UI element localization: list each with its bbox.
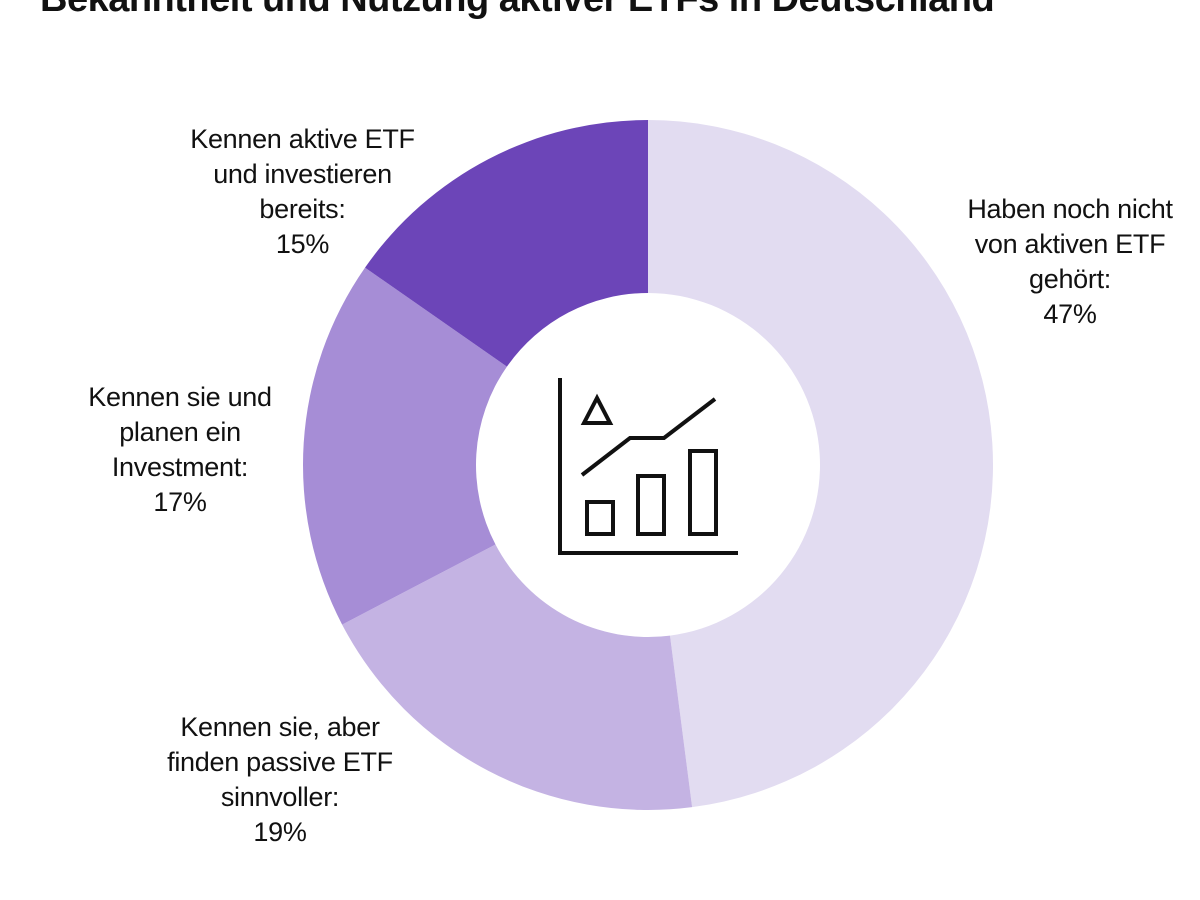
slice-label-plan-investment: Kennen sie und planen ein Investment: 17%: [88, 382, 272, 517]
donut-slice-2: [303, 267, 507, 625]
slice-label-invested: Kennen aktive ETF und investieren bereit…: [190, 124, 415, 259]
slice-label-never-heard: Haben noch nicht von aktiven ETF gehört:…: [967, 194, 1173, 329]
donut-slice-1: [342, 544, 693, 811]
slice-label-prefer-passive: Kennen sie, aber finden passive ETF sinn…: [167, 712, 393, 847]
donut-slice-0: [648, 120, 993, 808]
chart-growth-icon: [558, 378, 738, 555]
donut-slice-3: [365, 119, 648, 367]
